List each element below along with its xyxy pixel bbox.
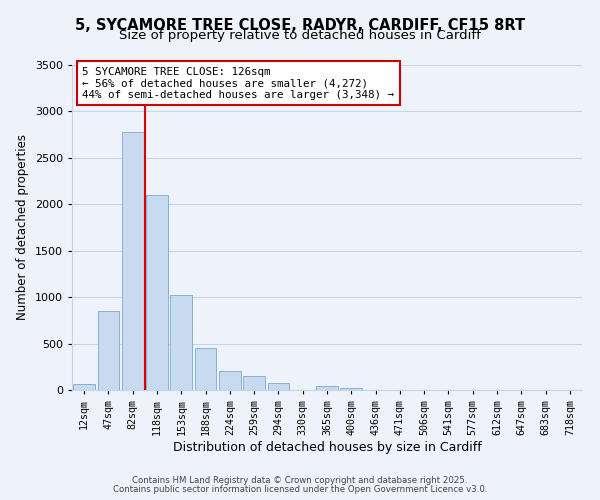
Bar bbox=[340, 388, 362, 390]
Bar bbox=[219, 371, 241, 390]
Text: 5, SYCAMORE TREE CLOSE, RADYR, CARDIFF, CF15 8RT: 5, SYCAMORE TREE CLOSE, RADYR, CARDIFF, … bbox=[75, 18, 525, 32]
Text: Contains HM Land Registry data © Crown copyright and database right 2025.: Contains HM Land Registry data © Crown c… bbox=[132, 476, 468, 485]
Bar bbox=[243, 376, 265, 390]
Bar bbox=[194, 348, 217, 390]
Bar bbox=[268, 383, 289, 390]
Bar bbox=[316, 386, 338, 390]
X-axis label: Distribution of detached houses by size in Cardiff: Distribution of detached houses by size … bbox=[173, 440, 481, 454]
Bar bbox=[122, 132, 143, 390]
Bar bbox=[73, 384, 95, 390]
Text: Size of property relative to detached houses in Cardiff: Size of property relative to detached ho… bbox=[119, 29, 481, 42]
Bar bbox=[170, 295, 192, 390]
Text: 5 SYCAMORE TREE CLOSE: 126sqm
← 56% of detached houses are smaller (4,272)
44% o: 5 SYCAMORE TREE CLOSE: 126sqm ← 56% of d… bbox=[82, 66, 394, 100]
Text: Contains public sector information licensed under the Open Government Licence v3: Contains public sector information licen… bbox=[113, 485, 487, 494]
Bar bbox=[97, 311, 119, 390]
Bar bbox=[146, 195, 168, 390]
Y-axis label: Number of detached properties: Number of detached properties bbox=[16, 134, 29, 320]
